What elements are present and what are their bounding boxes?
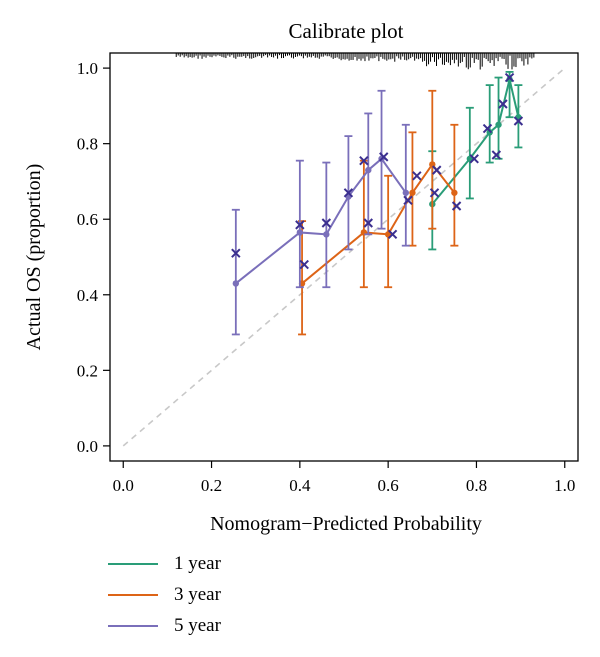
y-tick-label: 0.0 <box>77 437 98 456</box>
legend-swatch-1-year <box>108 562 158 565</box>
cross-marker <box>299 259 309 270</box>
legend: 1 year 3 year 5 year <box>108 548 221 641</box>
calibration-chart: Calibrate plot 0.0 0.2 0.4 0.6 0.8 1.00.00.20… <box>23 19 579 535</box>
cross-marker <box>231 248 241 258</box>
series-line-5-year <box>235 157 407 285</box>
y-tick-label: 0.2 <box>77 361 98 380</box>
cross-marker <box>379 152 389 162</box>
series-point-5-year <box>365 166 372 174</box>
plot-frame <box>109 52 579 462</box>
chart-title: Calibrate plot <box>289 19 404 43</box>
cross-marker <box>359 155 369 166</box>
y-tick-label: 0.4 <box>77 286 99 305</box>
x-tick-label: 0.4 <box>289 476 311 495</box>
cross-marker <box>387 229 398 240</box>
series-point-5-year <box>232 280 240 287</box>
legend-label-1-year: 1 year <box>174 552 221 574</box>
cross-marker <box>482 123 493 134</box>
legend-label-3-year: 3 year <box>174 583 221 605</box>
cross-marker <box>504 72 515 83</box>
series-point-1-year <box>486 129 493 136</box>
legend-item-1-year: 1 year <box>108 548 221 579</box>
x-tick-label: 1.0 <box>554 476 575 495</box>
y-tick-label: 1.0 <box>77 59 98 78</box>
x-tick-label: 0.0 <box>113 476 134 495</box>
y-tick-label: 0.8 <box>77 135 98 154</box>
series-line-1-year <box>431 79 520 205</box>
x-axis-label: Nomogram−Predicted Probability <box>210 513 482 535</box>
x-tick-label: 0.2 <box>201 476 222 495</box>
series-point-3-year <box>451 189 458 196</box>
y-tick-label: 0.6 <box>77 210 98 229</box>
cross-marker <box>321 218 332 228</box>
cross-marker <box>491 150 502 160</box>
cross-marker <box>295 220 305 230</box>
series-point-5-year <box>323 231 330 238</box>
legend-item-3-year: 3 year <box>108 579 221 610</box>
cross-marker <box>513 116 524 126</box>
legend-swatch-3-year <box>108 593 158 596</box>
cross-marker <box>403 195 413 206</box>
series-point-5-year <box>296 229 304 236</box>
series-point-1-year <box>495 121 502 128</box>
x-tick-label: 0.6 <box>378 476 399 495</box>
x-tick-label: 0.8 <box>466 476 487 495</box>
cross-marker <box>469 154 479 164</box>
series-point-3-year <box>409 189 416 196</box>
cross-marker <box>363 218 373 228</box>
legend-item-5-year: 5 year <box>108 610 221 641</box>
legend-swatch-5-year <box>108 624 158 627</box>
cross-marker <box>343 188 354 198</box>
cross-marker <box>498 99 508 109</box>
legend-label-5-year: 5 year <box>174 614 221 636</box>
cross-marker <box>432 165 442 175</box>
series-point-5-year <box>402 189 410 196</box>
cross-marker <box>412 171 422 181</box>
cross-marker <box>429 188 440 198</box>
y-axis-label: Actual OS (proportion) <box>23 164 45 351</box>
plot-area: 0.0 0.2 0.4 0.6 0.8 1.0 0.0 0.2 0.4 0.6 0.8 1.0 <box>77 52 579 495</box>
cross-marker <box>451 201 462 211</box>
